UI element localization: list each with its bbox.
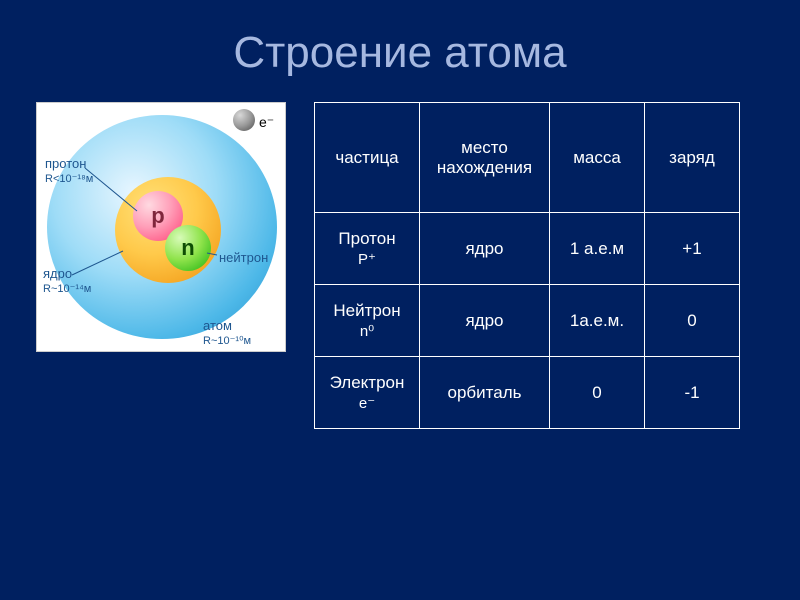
nucleus-label: ядро	[43, 267, 72, 281]
particle-name: Нейтрон	[333, 301, 400, 320]
header-mass: масса	[550, 103, 645, 213]
cell-particle: Нейтрон n⁰	[315, 285, 420, 357]
particle-symbol: е⁻	[359, 395, 375, 412]
particle-symbol: Р⁺	[358, 251, 376, 268]
particle-name: Протон	[338, 229, 395, 248]
electron-label: e⁻	[259, 115, 274, 130]
atom-radius-label: R~10⁻¹⁰м	[203, 335, 251, 347]
cell-particle: Протон Р⁺	[315, 213, 420, 285]
cell-mass: 1 а.е.м	[550, 213, 645, 285]
cell-particle: Электрон е⁻	[315, 357, 420, 429]
cell-charge: +1	[645, 213, 740, 285]
nucleus-radius-label: R~10⁻¹⁴м	[43, 283, 91, 295]
electron-dot	[233, 109, 255, 131]
table-row: Нейтрон n⁰ ядро 1а.е.м. 0	[315, 285, 740, 357]
cell-mass: 0	[550, 357, 645, 429]
cell-location: орбиталь	[420, 357, 550, 429]
table-header-row: частица место нахождения масса заряд	[315, 103, 740, 213]
neutron-label: нейтрон	[219, 251, 268, 265]
particle-symbol: n⁰	[360, 323, 374, 340]
table-row: Протон Р⁺ ядро 1 а.е.м +1	[315, 213, 740, 285]
particle-table: частица место нахождения масса заряд Про…	[314, 102, 740, 429]
header-location: место нахождения	[420, 103, 550, 213]
header-particle: частица	[315, 103, 420, 213]
neutron-circle: n	[165, 225, 211, 271]
content-row: p n e⁻ протон R<10⁻¹⁸м нейтрон ядро R~10…	[0, 102, 800, 429]
cell-mass: 1а.е.м.	[550, 285, 645, 357]
table-row: Электрон е⁻ орбиталь 0 -1	[315, 357, 740, 429]
cell-location: ядро	[420, 213, 550, 285]
cell-charge: 0	[645, 285, 740, 357]
proton-radius-label: R<10⁻¹⁸м	[45, 173, 93, 185]
atom-diagram: p n e⁻ протон R<10⁻¹⁸м нейтрон ядро R~10…	[36, 102, 286, 352]
cell-charge: -1	[645, 357, 740, 429]
header-charge: заряд	[645, 103, 740, 213]
proton-label: протон	[45, 157, 86, 171]
cell-location: ядро	[420, 285, 550, 357]
particle-name: Электрон	[330, 373, 405, 392]
page-title: Строение атома	[0, 0, 800, 102]
atom-label: атом	[203, 319, 232, 333]
